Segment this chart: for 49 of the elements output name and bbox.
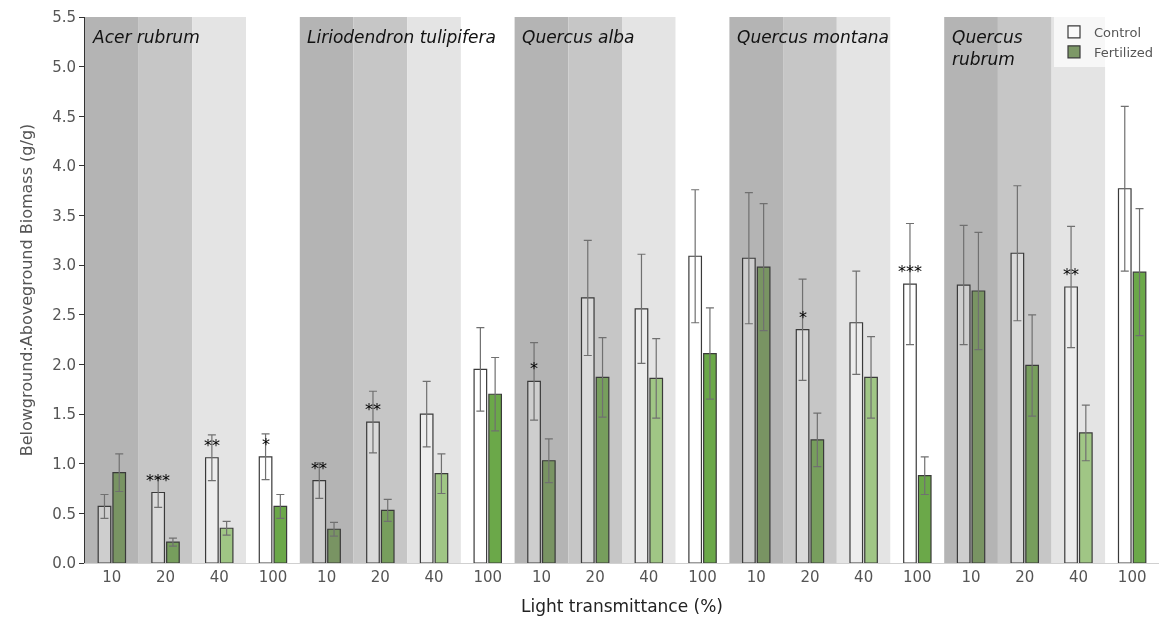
y-tick-label: 3.0 (52, 256, 76, 275)
x-tick-label: 40 (424, 568, 444, 586)
y-tick-label: 4.5 (52, 107, 76, 126)
x-tick-label: 100 (903, 568, 932, 586)
y-tick-label: 3.5 (52, 206, 76, 225)
x-tick-label: 40 (854, 568, 874, 586)
y-tick-label: 1.5 (52, 405, 76, 424)
x-tick-label: 10 (102, 568, 122, 586)
y-tick-label: 5.0 (52, 57, 76, 76)
annotation: Acer rubrum (92, 27, 200, 47)
x-tick-label: 10 (961, 568, 981, 586)
x-tick-label: 40 (209, 568, 229, 586)
data-label: ** (311, 459, 327, 478)
annotation: Liriodendron tulipifera (307, 27, 496, 47)
x-tick-label: 100 (1117, 568, 1147, 586)
data-label: ** (1063, 265, 1079, 284)
legend-label: Control (1094, 25, 1141, 41)
x-tick-label: 10 (531, 568, 551, 586)
x-tick-label: 20 (156, 568, 176, 586)
x-tick-label: 10 (746, 568, 766, 586)
x-tick-label: 100 (258, 568, 288, 586)
x-tick-label: 20 (370, 568, 390, 586)
y-axis-title: Belowground:Aboveground Biomass (g/g) (17, 123, 37, 457)
data-label: * (530, 359, 538, 378)
x-tick-label: 40 (639, 568, 659, 586)
x-tick-label: 100 (473, 568, 503, 586)
x-tick-label: 100 (688, 568, 717, 586)
annotation: Quercus rubrum (952, 27, 1023, 70)
y-tick-label: 2.0 (52, 355, 76, 374)
x-tick-label: 10 (317, 568, 337, 586)
x-tick-label: 20 (585, 568, 605, 586)
y-tick-label: 4.0 (52, 157, 76, 176)
annotation: Quercus alba (522, 27, 635, 47)
y-tick-label: 0.5 (52, 504, 76, 523)
legend-label: Fertilized (1094, 44, 1154, 60)
y-tick-label: 2.5 (52, 306, 76, 325)
x-tick-label: 20 (1015, 568, 1035, 586)
y-tick-label: 5.5 (52, 8, 76, 27)
y-tick-label: 1.0 (52, 454, 76, 473)
data-label: ** (204, 436, 220, 455)
x-axis-title: Light transmittance (%) (521, 596, 723, 617)
x-tick-label: 20 (800, 568, 820, 586)
data-label: *** (898, 262, 922, 281)
y-tick-label: 0.0 (52, 554, 76, 573)
data-label: * (799, 308, 807, 327)
x-tick-label: 40 (1068, 568, 1088, 586)
annotation: Quercus montana (737, 27, 889, 47)
data-label: ** (365, 400, 381, 419)
data-label: *** (146, 471, 170, 490)
